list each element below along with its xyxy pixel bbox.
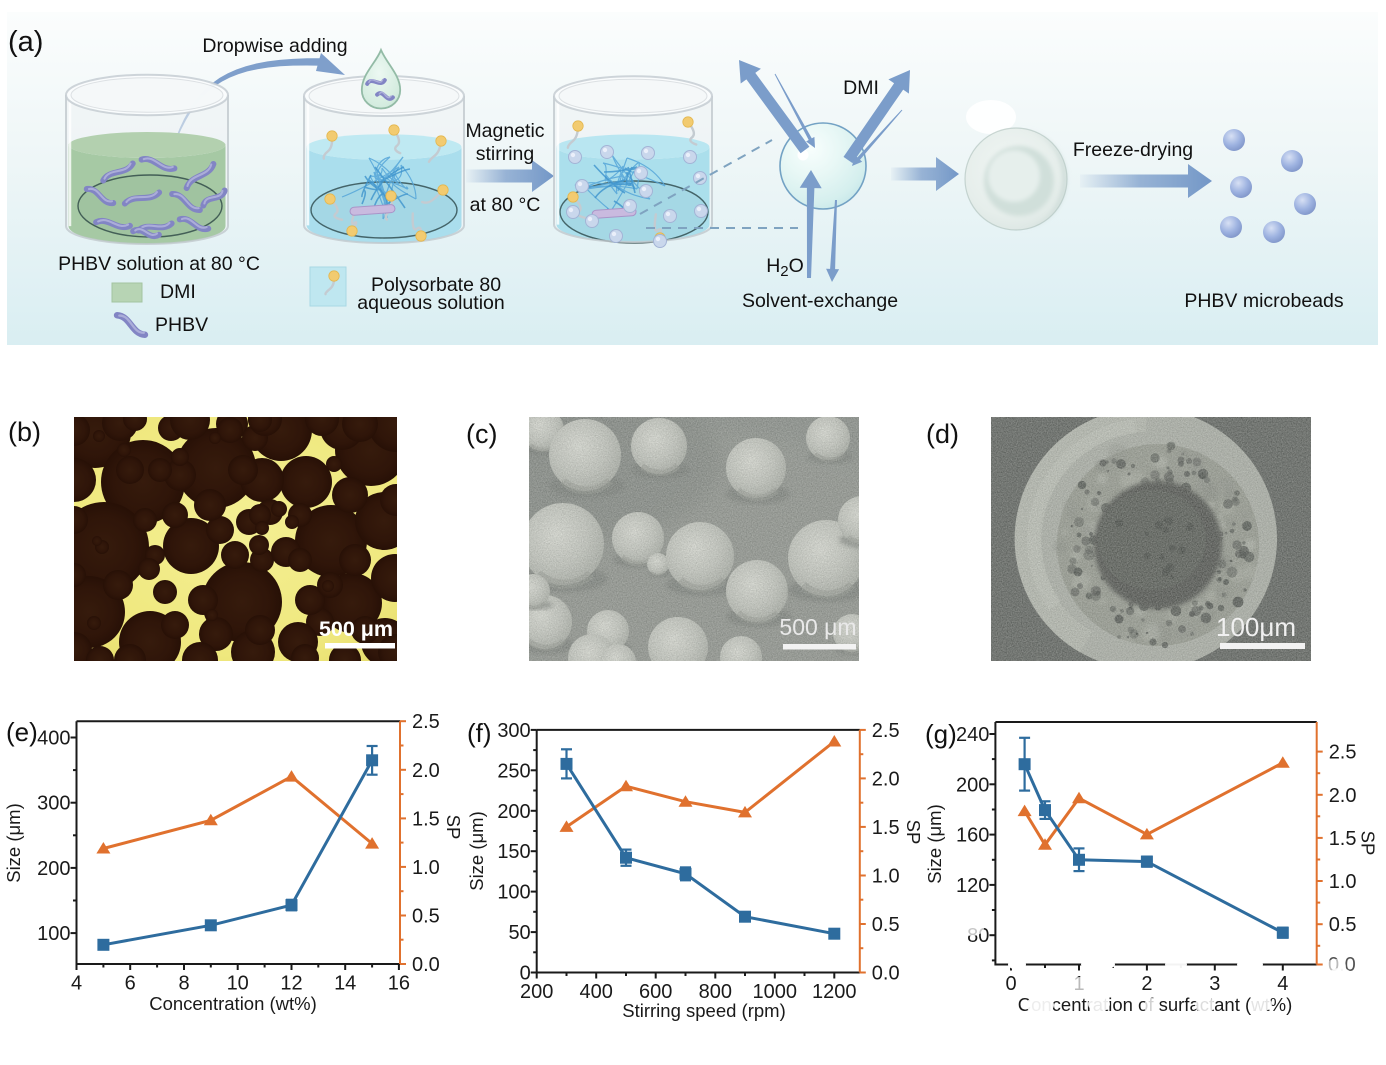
svg-text:2.0: 2.0: [1329, 785, 1357, 807]
svg-text:Magnetic: Magnetic: [465, 120, 544, 142]
svg-text:Solvent-exchange: Solvent-exchange: [742, 290, 898, 312]
svg-text:1.0: 1.0: [872, 866, 900, 888]
svg-text:0.0: 0.0: [872, 963, 900, 985]
svg-text:1.0: 1.0: [412, 857, 440, 879]
svg-text:2.5: 2.5: [1329, 742, 1357, 764]
svg-text:4: 4: [71, 973, 82, 995]
svg-text:0: 0: [520, 963, 531, 985]
svg-text:1200: 1200: [812, 981, 857, 1003]
svg-text:50: 50: [508, 922, 530, 944]
svg-text:PHBV microbeads: PHBV microbeads: [1184, 290, 1344, 312]
svg-text:2.0: 2.0: [412, 760, 440, 782]
svg-text:2.0: 2.0: [872, 768, 900, 790]
svg-text:16: 16: [388, 973, 410, 995]
svg-text:1.5: 1.5: [1329, 828, 1357, 850]
svg-text:(a): (a): [8, 26, 43, 58]
svg-text:1.5: 1.5: [872, 817, 900, 839]
svg-text:14: 14: [334, 973, 356, 995]
svg-text:aqueous solution: aqueous solution: [357, 292, 504, 314]
svg-text:0.5: 0.5: [872, 914, 900, 936]
svg-text:DMI: DMI: [843, 77, 879, 99]
svg-text:0.5: 0.5: [1329, 914, 1357, 936]
svg-text:0: 0: [1005, 973, 1016, 995]
svg-text:stirring: stirring: [476, 143, 535, 165]
svg-text:SP: SP: [1358, 831, 1379, 856]
svg-text:Polysorbate 80: Polysorbate 80: [371, 274, 501, 296]
svg-text:(g): (g): [925, 719, 957, 749]
svg-text:0.5: 0.5: [412, 906, 440, 928]
svg-text:3: 3: [1209, 973, 1220, 995]
svg-text:500 μm: 500 μm: [779, 614, 856, 640]
svg-text:2: 2: [1141, 973, 1152, 995]
svg-text:200: 200: [956, 774, 989, 796]
svg-text:Size (μm): Size (μm): [924, 804, 945, 884]
svg-text:4: 4: [1277, 973, 1288, 995]
svg-text:(f): (f): [467, 718, 492, 748]
svg-text:1.0: 1.0: [1329, 871, 1357, 893]
svg-text:200: 200: [37, 858, 70, 880]
svg-text:100: 100: [37, 923, 70, 945]
svg-text:(d): (d): [926, 419, 959, 449]
svg-text:Freeze-drying: Freeze-drying: [1073, 139, 1193, 161]
svg-text:Stirring speed (rpm): Stirring speed (rpm): [622, 1000, 785, 1021]
svg-text:Concentration (wt%): Concentration (wt%): [149, 993, 317, 1014]
svg-text:SP: SP: [443, 815, 464, 840]
svg-text:600: 600: [639, 981, 672, 1003]
svg-text:1.5: 1.5: [412, 808, 440, 830]
svg-text:250: 250: [497, 760, 530, 782]
svg-text:(c): (c): [466, 419, 497, 449]
svg-text:150: 150: [497, 841, 530, 863]
svg-text:300: 300: [497, 720, 530, 742]
svg-text:2.5: 2.5: [872, 720, 900, 742]
svg-text:240: 240: [956, 724, 989, 746]
svg-text:10: 10: [227, 973, 249, 995]
svg-text:0.0: 0.0: [412, 954, 440, 976]
svg-text:(b): (b): [8, 417, 41, 447]
svg-text:PHBV: PHBV: [155, 314, 208, 336]
svg-text:800: 800: [699, 981, 732, 1003]
svg-text:200: 200: [497, 801, 530, 823]
svg-text:(e): (e): [6, 717, 38, 747]
svg-text:200: 200: [520, 981, 553, 1003]
svg-text:Size (μm): Size (μm): [466, 811, 487, 891]
svg-text:Size (μm): Size (μm): [3, 803, 24, 883]
svg-text:400: 400: [37, 728, 70, 750]
svg-text:100μm: 100μm: [1216, 612, 1296, 642]
svg-text:DMI: DMI: [160, 281, 196, 303]
svg-text:at 80 °C: at 80 °C: [470, 194, 541, 216]
svg-text:100: 100: [497, 882, 530, 904]
svg-text:2.5: 2.5: [412, 711, 440, 733]
svg-text:6: 6: [125, 973, 136, 995]
svg-text:8: 8: [178, 973, 189, 995]
svg-text:Dropwise adding: Dropwise adding: [202, 35, 347, 57]
svg-text:PHBV solution at 80 °C: PHBV solution at 80 °C: [58, 253, 260, 275]
svg-text:120: 120: [956, 875, 989, 897]
svg-text:400: 400: [580, 981, 613, 1003]
svg-text:160: 160: [956, 825, 989, 847]
svg-text:12: 12: [280, 973, 302, 995]
svg-text:300: 300: [37, 793, 70, 815]
svg-text:SP: SP: [903, 820, 924, 845]
svg-text:500 μm: 500 μm: [319, 617, 393, 641]
svg-text:1000: 1000: [753, 981, 798, 1003]
